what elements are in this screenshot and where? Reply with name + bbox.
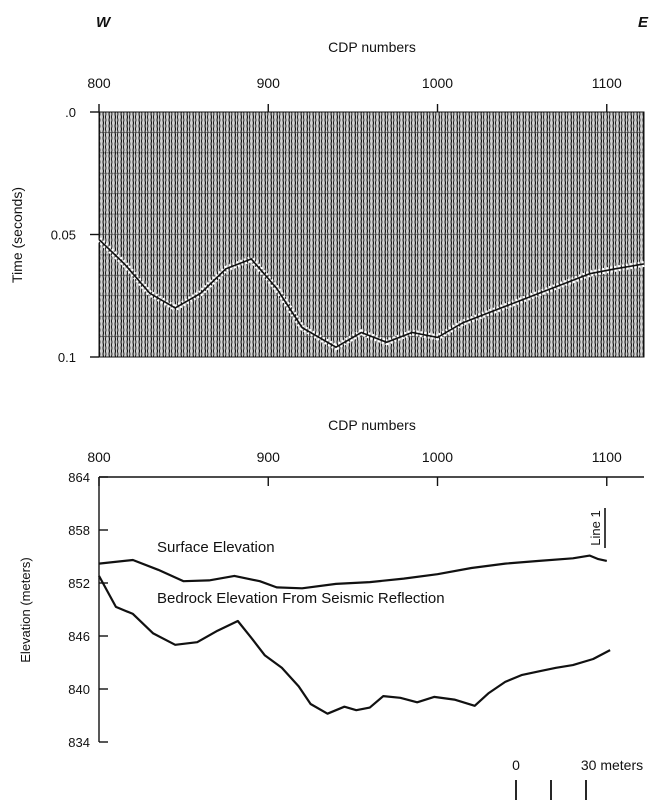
- bedrock-elevation-line: [98, 575, 611, 715]
- surface-elevation-line: [98, 554, 608, 590]
- seismic-x-tick-label: 800: [87, 75, 111, 91]
- elevation-x-tick-label: 1000: [422, 449, 453, 465]
- elevation-y-tick-label: 840: [68, 682, 90, 697]
- surface-elevation-label: Surface Elevation: [157, 539, 275, 556]
- west-label: W: [96, 14, 112, 31]
- seismic-x-axis-title: CDP numbers: [328, 39, 416, 55]
- elevation-y-tick-labels: 864 858 852 846 840 834: [68, 470, 108, 750]
- elevation-y-tick-label: 834: [68, 735, 90, 750]
- elevation-x-tick-labels: 800 900 1000 1100: [87, 449, 622, 486]
- elevation-y-tick-label: 864: [68, 470, 90, 485]
- line-1-marker: Line 1: [588, 508, 606, 548]
- scale-bar-end: 30 meters: [581, 757, 643, 773]
- seismic-y-tick-label: 0.1: [58, 350, 76, 365]
- seismic-x-tick-label: 1100: [592, 75, 622, 91]
- seismic-y-tick-label: 0.05: [51, 228, 76, 243]
- elevation-y-tick-label: 858: [68, 523, 90, 538]
- line-1-label: Line 1: [588, 510, 603, 545]
- elevation-axes: [98, 476, 644, 742]
- seismic-reflector-line: [98, 238, 645, 349]
- elevation-chart: CDP numbers 800 900 1000 1100 8648588528468…: [18, 417, 644, 750]
- seismic-x-tick-labels: 800 900 1000 1100: [87, 75, 622, 112]
- scale-bar: 0 30 meters: [512, 757, 643, 800]
- elevation-x-tick-label: 1100: [592, 449, 622, 465]
- elevation-x-tick-label: 900: [257, 449, 281, 465]
- elevation-series: [98, 554, 611, 715]
- elevation-chart-title: CDP numbers: [328, 417, 416, 433]
- elevation-y-tick-label: 852: [68, 576, 90, 591]
- seismic-x-tick-label: 900: [257, 75, 281, 91]
- seismic-reflectors: [96, 132, 645, 351]
- seismic-section: CDP numbers 800 900 1000 1100 .0 0.05 0.1 Tim…: [9, 39, 645, 365]
- seismic-y-tick-label: .0: [65, 105, 76, 120]
- seismic-y-tick-labels: .0 0.05 0.1: [51, 105, 99, 365]
- scale-bar-zero: 0: [512, 757, 520, 773]
- elevation-y-tick-label: 846: [68, 629, 90, 644]
- elevation-x-tick-label: 800: [87, 449, 111, 465]
- seismic-y-axis-title: Time (seconds): [9, 187, 25, 283]
- elevation-y-axis-title: Elevation (meters): [18, 557, 33, 662]
- bedrock-elevation-label: Bedrock Elevation From Seismic Reflectio…: [157, 590, 445, 607]
- east-label: E: [638, 14, 649, 31]
- seismic-x-tick-label: 1000: [422, 75, 453, 91]
